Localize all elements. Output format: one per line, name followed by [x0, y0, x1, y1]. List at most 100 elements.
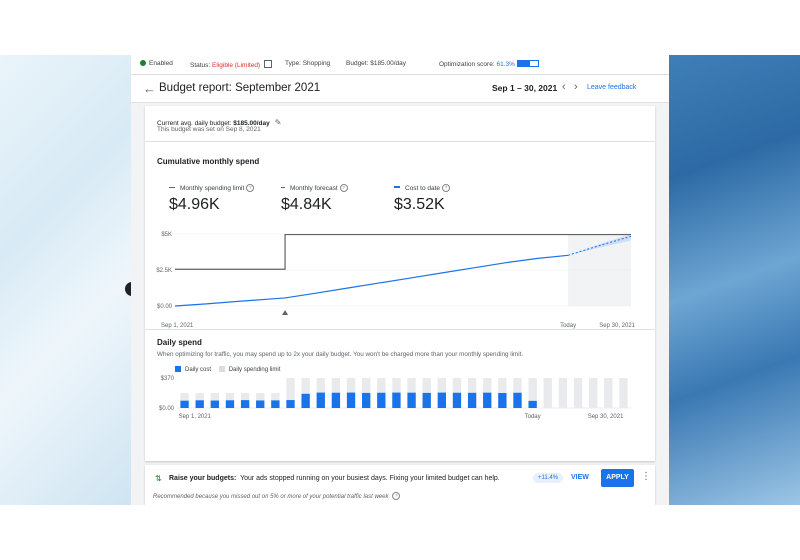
legend-monthly-forecast: Monthly forecast? $4.84K: [281, 184, 348, 214]
y-tick-label: $5K: [161, 232, 172, 238]
date-range[interactable]: Sep 1 – 30, 2021: [492, 83, 558, 93]
recommendation-card: ⇅ Raise your budgets: Your ads stopped r…: [145, 465, 655, 505]
legend-cost-to-date: Cost to date? $3.52K: [394, 184, 451, 214]
daily-cost-bar: [256, 400, 265, 408]
chevron-right-icon[interactable]: ›: [574, 81, 578, 93]
y-tick-label: $2.5K: [156, 268, 172, 274]
daily-cost-bar: [331, 392, 341, 408]
daily-cost-bar: [392, 392, 401, 408]
daily-limit-bar: [589, 378, 598, 408]
more-vert-icon[interactable]: ⋮: [641, 471, 651, 482]
daily-limit-bar: [558, 378, 568, 408]
daily-limit-swatch-icon: [218, 366, 225, 372]
daily-cost-bar: [452, 392, 462, 408]
daily-cost-swatch-icon: [175, 366, 181, 372]
chart-icon[interactable]: [263, 60, 272, 68]
view-button[interactable]: VIEW: [571, 474, 589, 481]
daily-limit-bar: [528, 378, 537, 408]
spending-limit-value: $4.96K: [169, 196, 220, 213]
daily-cost-bar: [407, 392, 416, 408]
recommendation-note: Recommended because you missed out on 5%…: [153, 492, 401, 500]
optimization-score[interactable]: Optimization score: 61.3%: [439, 60, 539, 68]
page-header: ← Budget report: September 2021 Sep 1 – …: [131, 75, 669, 103]
x-tick-label: Sep 1, 2021: [161, 323, 194, 329]
daily-spend-chart: $370 $0.00 Sep 1, 2021 Today Sep 30, 2021: [159, 376, 631, 420]
eligibility-status: Status: Eligible (Limited): [190, 60, 272, 69]
cumulative-spend-chart: $5K $2.5K $0.00 Sep 1, 2021 Today Sep 30, 202…: [156, 232, 635, 329]
page-title: Budget report: September 2021: [159, 82, 321, 94]
background-left-panel: [0, 55, 131, 505]
recommendation-text: Raise your budgets: Your ads stopped run…: [169, 475, 500, 482]
cumulative-section-title: Cumulative monthly spend: [157, 157, 260, 166]
optimization-score-bar: [516, 60, 539, 67]
daily-cost-bar: [483, 392, 492, 408]
current-budget: Current avg. daily budget: $185.00/day ✎: [157, 118, 282, 127]
budget-set-date: This budget was set on Sep 8, 2021: [157, 126, 261, 133]
daily-limit-bar: [543, 378, 552, 408]
budget-report-card: Current avg. daily budget: $185.00/day ✎ …: [145, 106, 655, 461]
forecast-line: [567, 235, 632, 256]
campaign-type: Type: Shopping: [285, 60, 331, 67]
daily-limit-bar: [286, 378, 295, 408]
daily-cost-bar: [316, 392, 325, 408]
x-tick-label: Today: [560, 323, 576, 329]
enabled-status: Enabled: [140, 60, 173, 67]
campaign-status-bar: Enabled Status: Eligible (Limited) Type:…: [131, 55, 669, 75]
y-tick-label: $370: [161, 376, 175, 382]
back-arrow-icon[interactable]: ←: [143, 81, 156, 96]
divider: [145, 329, 655, 330]
background-right-panel: [669, 55, 800, 505]
daily-cost-bar: [346, 392, 356, 408]
solid-line-swatch-icon: [169, 187, 175, 188]
x-tick-label: Sep 30, 2021: [599, 323, 635, 329]
daily-cost-bar: [377, 392, 386, 408]
daily-cost-bar: [513, 392, 522, 408]
daily-cost-bar: [240, 400, 250, 408]
daily-description: When optimizing for traffic, you may spe…: [157, 351, 524, 358]
leave-feedback-link[interactable]: Leave feedback: [587, 84, 637, 91]
blue-line-swatch-icon: [394, 186, 400, 188]
daily-cost-bar: [467, 392, 477, 408]
x-tick-label: Today: [525, 414, 541, 420]
info-icon[interactable]: ?: [339, 184, 348, 192]
daily-limit-bar: [210, 393, 219, 408]
x-tick-label: Sep 30, 2021: [588, 414, 624, 420]
daily-legend: Daily cost Daily spending limit: [175, 366, 280, 373]
cost-to-date-value: $3.52K: [394, 196, 445, 213]
x-tick-label: Sep 1, 2021: [179, 414, 212, 420]
spending-limit-line: [175, 233, 631, 270]
divider: [145, 141, 655, 142]
google-ads-app: Enabled Status: Eligible (Limited) Type:…: [131, 55, 669, 505]
daily-cost-bar: [362, 392, 371, 408]
info-icon[interactable]: ?: [246, 184, 255, 192]
edit-pencil-icon[interactable]: ✎: [274, 118, 282, 127]
daily-limit-bar: [573, 378, 583, 408]
info-icon[interactable]: ?: [392, 492, 401, 500]
daily-section-title: Daily spend: [157, 338, 202, 347]
trending-up-icon: ⇅: [155, 474, 162, 483]
y-tick-label: $0.00: [157, 304, 173, 310]
daily-cost-bar: [210, 400, 219, 408]
daily-limit-bar: [619, 378, 628, 408]
chevron-left-icon[interactable]: ‹: [562, 81, 566, 93]
cost-to-date-line: [174, 254, 569, 307]
dashed-line-swatch-icon: [281, 187, 285, 188]
campaign-budget: Budget: $185.00/day: [346, 60, 406, 67]
y-tick-label: $0.00: [159, 406, 175, 412]
daily-cost-bar: [498, 393, 507, 408]
info-icon[interactable]: ?: [442, 184, 451, 192]
recommendation-uplift-chip: +11.4%: [533, 473, 564, 483]
enabled-dot-icon: [140, 60, 146, 66]
daily-limit-bar: [604, 378, 613, 408]
daily-cost-bar: [195, 400, 204, 408]
apply-button[interactable]: APPLY: [601, 469, 634, 487]
daily-limit-bar: [180, 393, 189, 408]
daily-cost-bar: [301, 393, 310, 408]
budget-change-marker-icon: [282, 310, 289, 315]
daily-cost-bar: [528, 400, 537, 408]
daily-cost-bar: [422, 392, 431, 408]
daily-limit-bar: [301, 378, 310, 408]
daily-cost-bar: [271, 400, 280, 408]
daily-cost-bar: [437, 392, 446, 408]
daily-cost-bar: [286, 400, 295, 408]
